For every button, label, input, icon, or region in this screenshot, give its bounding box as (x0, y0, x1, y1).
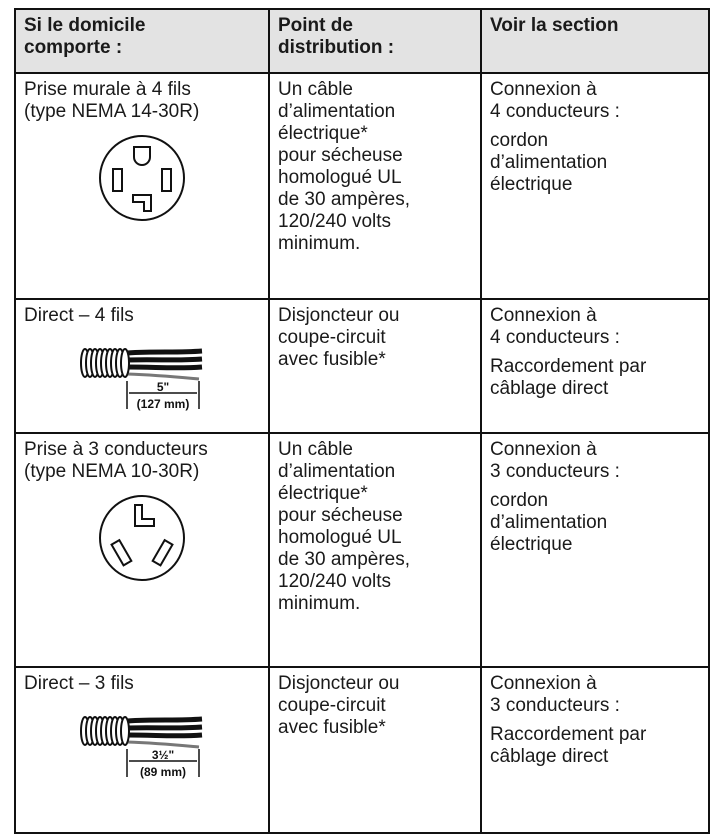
text-line: 3 conducteurs : (490, 695, 620, 716)
dimension-label: (127 mm) (137, 397, 190, 411)
paragraph: Un câble d’alimentation électrique* pour sé… (278, 439, 472, 615)
text-line: électrique (490, 534, 573, 555)
text-line: Un câble (278, 439, 353, 460)
table-cell: Un câble d’alimentation électrique* pour sé… (268, 432, 482, 668)
table-cell: Direct – 4 fils 5" (127 mm) (14, 298, 270, 434)
text-line: 120/240 volts (278, 211, 392, 232)
text-line: Connexion à (490, 305, 597, 326)
dimension-label: (89 mm) (140, 765, 186, 779)
text-line: Prise à 3 conducteurs (24, 439, 208, 460)
text-line: homologué UL (278, 527, 402, 548)
illustration: 3½" (89 mm) (80, 716, 203, 779)
dimension-label: 3½" (152, 748, 174, 762)
table-cell: Prise murale à 4 fils (type NEMA 14-30R) (14, 72, 270, 300)
paragraph: Prise à 3 conducteurs (type NEMA 10-30R) (24, 439, 260, 483)
text-line: câblage direct (490, 746, 609, 767)
text-line: Connexion à (490, 673, 597, 694)
header-cell: Point de distribution : (268, 8, 482, 74)
paragraph: Un câble d’alimentation électrique* pour sé… (278, 79, 472, 255)
text-line: câblage direct (490, 378, 609, 399)
text-line: Point de (278, 15, 353, 36)
table-cell: Direct – 3 fils 3½" (89 mm) (14, 666, 270, 834)
header-row: Si le domicile comporte : Point de distribu… (14, 8, 710, 74)
text-line: de 30 ampères, (278, 549, 411, 570)
paragraph: Prise murale à 4 fils (type NEMA 14-30R) (24, 79, 260, 123)
table-wrap: Si le domicile comporte : Point de distribu… (14, 8, 710, 834)
text-line: d’alimentation (490, 512, 608, 533)
text-line: d’alimentation (278, 101, 396, 122)
paragraph: Disjoncteur ou coupe-circuit avec fusible* (278, 305, 472, 371)
text-line: cordon (490, 130, 549, 151)
text-line: comporte : (24, 37, 123, 58)
paragraph: cordon d’alimentation électrique (490, 130, 700, 196)
text-line: Disjoncteur ou (278, 673, 400, 694)
text-line: minimum. (278, 233, 361, 254)
table-row: Prise murale à 4 fils (type NEMA 14-30R) … (14, 72, 710, 300)
paragraph: cordon d’alimentation électrique (490, 490, 700, 556)
text-line: homologué UL (278, 167, 402, 188)
dimension-label: 5" (157, 380, 169, 394)
text-line: distribution : (278, 37, 395, 58)
table-cell: Prise à 3 conducteurs (type NEMA 10-30R) (14, 432, 270, 668)
text-line: Connexion à (490, 79, 597, 100)
text-line: pour sécheuse (278, 145, 403, 166)
text-line: Disjoncteur ou (278, 305, 400, 326)
text-line: Si le domicile (24, 15, 146, 36)
header-cell: Si le domicile comporte : (14, 8, 270, 74)
text-line: coupe-circuit (278, 695, 386, 716)
text-line: Prise murale à 4 fils (24, 79, 191, 100)
text-line: Direct – 3 fils (24, 673, 134, 694)
table-row: Direct – 3 fils 3½" (89 mm) Disjoncteur ou… (14, 666, 710, 834)
text-line: de 30 ampères, (278, 189, 411, 210)
table-row: Prise à 3 conducteurs (type NEMA 10-30R) … (14, 432, 710, 668)
text-line: d’alimentation (490, 152, 608, 173)
text-line: électrique (490, 174, 573, 195)
text-line: électrique* (278, 123, 368, 144)
text-line: (type NEMA 14-30R) (24, 101, 200, 122)
text-line: avec fusible* (278, 349, 386, 370)
text-line: cordon (490, 490, 549, 511)
table-row: Direct – 4 fils 5" (127 mm) Disjoncteur ou… (14, 298, 710, 434)
table-cell: Disjoncteur ou coupe-circuit avec fusible* (268, 666, 482, 834)
text-line: coupe-circuit (278, 327, 386, 348)
header-cell: Voir la section (480, 8, 710, 74)
paragraph: Raccordement par câblage direct (490, 356, 700, 400)
text-line: 3 conducteurs : (490, 461, 620, 482)
text-line: avec fusible* (278, 717, 386, 738)
illustration (99, 135, 185, 221)
text-line: Un câble (278, 79, 353, 100)
table: Si le domicile comporte : Point de distribu… (14, 8, 710, 834)
table-cell: Un câble d’alimentation électrique* pour sé… (268, 72, 482, 300)
text-line: Connexion à (490, 439, 597, 460)
illustration (99, 495, 185, 581)
paragraph: Raccordement par câblage direct (490, 724, 700, 768)
illustration: 5" (127 mm) (80, 348, 203, 411)
text-line: Voir la section (490, 15, 619, 36)
text-line: minimum. (278, 593, 361, 614)
table-cell: Disjoncteur ou coupe-circuit avec fusible* (268, 298, 482, 434)
text-line: pour sécheuse (278, 505, 403, 526)
text-line: électrique* (278, 483, 368, 504)
text-line: 4 conducteurs : (490, 327, 620, 348)
text-line: Raccordement par (490, 356, 647, 377)
paragraph: Direct – 4 fils (24, 305, 260, 327)
paragraph: Disjoncteur ou coupe-circuit avec fusible* (278, 673, 472, 739)
text-line: d’alimentation (278, 461, 396, 482)
text-line: 4 conducteurs : (490, 101, 620, 122)
text-line: Raccordement par (490, 724, 647, 745)
text-line: 120/240 volts (278, 571, 392, 592)
paragraph: Direct – 3 fils (24, 673, 260, 695)
text-line: (type NEMA 10-30R) (24, 461, 200, 482)
text-line: Direct – 4 fils (24, 305, 134, 326)
